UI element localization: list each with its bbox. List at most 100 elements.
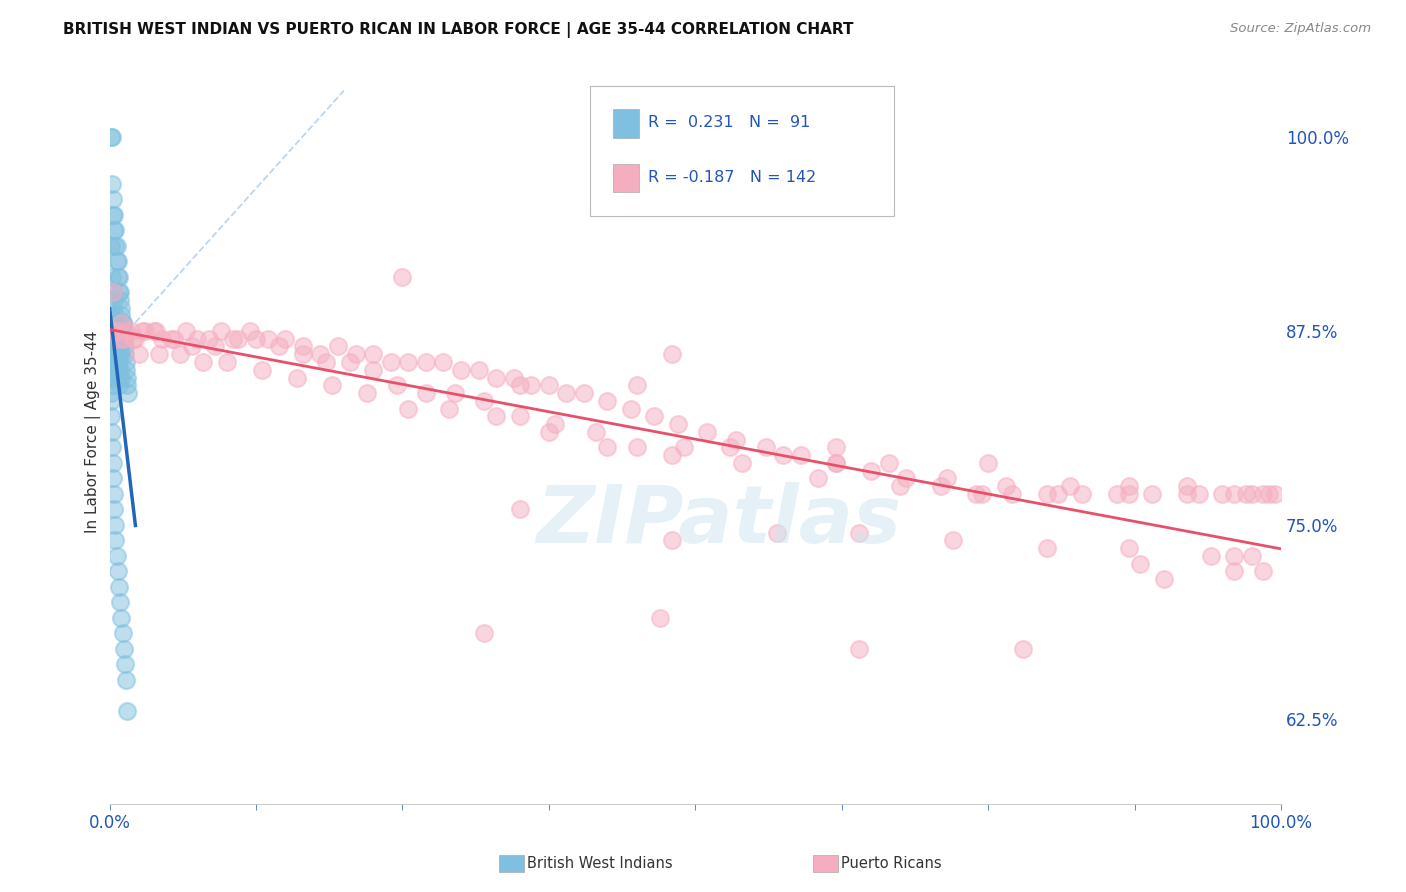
Point [180, 339, 202, 353]
Point [100, 238, 122, 252]
Point [361, 347, 384, 361]
Point [1240, 487, 1263, 501]
Point [107, 254, 129, 268]
Point [1234, 487, 1257, 501]
Point [1140, 487, 1163, 501]
Point [150, 332, 173, 346]
Text: R =  0.231   N =  91: R = 0.231 N = 91 [648, 115, 811, 130]
Point [101, 425, 124, 439]
Point [1258, 487, 1281, 501]
Point [877, 456, 900, 470]
Point [108, 580, 131, 594]
Point [444, 386, 467, 401]
Point [936, 471, 959, 485]
Point [112, 641, 135, 656]
Point [596, 440, 619, 454]
Point [169, 347, 191, 361]
Point [186, 332, 208, 346]
Point [215, 355, 238, 369]
Point [1012, 641, 1035, 656]
Point [766, 525, 789, 540]
Point [661, 533, 683, 548]
Point [467, 363, 489, 377]
Point [643, 409, 665, 424]
Point [1175, 487, 1198, 501]
Point [103, 502, 125, 516]
Point [108, 269, 131, 284]
Point [111, 316, 134, 330]
Point [361, 363, 384, 377]
Point [108, 355, 131, 369]
Point [112, 332, 135, 346]
Point [105, 316, 128, 330]
Point [696, 425, 718, 439]
Point [1264, 487, 1286, 501]
Point [193, 355, 215, 369]
Point [159, 332, 181, 346]
Point [315, 355, 337, 369]
Point [101, 378, 124, 392]
Point [101, 363, 124, 377]
Point [100, 355, 122, 369]
Text: R = -0.187   N = 142: R = -0.187 N = 142 [648, 169, 817, 185]
Point [994, 479, 1017, 493]
Point [509, 378, 531, 392]
Point [1000, 487, 1022, 501]
Text: British West Indians: British West Indians [527, 856, 673, 871]
Point [110, 316, 132, 330]
Point [396, 355, 419, 369]
Point [148, 347, 170, 361]
Text: ZIPatlas: ZIPatlas [536, 482, 901, 560]
Point [380, 355, 402, 369]
Point [101, 347, 124, 361]
Point [474, 626, 496, 640]
Point [105, 238, 128, 252]
Point [112, 324, 135, 338]
Text: Source: ZipAtlas.com: Source: ZipAtlas.com [1230, 22, 1371, 36]
Point [321, 378, 343, 392]
Point [274, 332, 297, 346]
Point [120, 324, 142, 338]
Point [110, 301, 132, 315]
Point [104, 223, 127, 237]
Point [972, 487, 994, 501]
Point [174, 324, 197, 338]
Point [101, 309, 124, 323]
Point [239, 324, 262, 338]
Point [114, 347, 136, 361]
Point [269, 339, 291, 353]
Point [250, 363, 273, 377]
Point [108, 595, 131, 609]
Point [228, 332, 250, 346]
Point [103, 355, 125, 369]
Point [824, 440, 846, 454]
Point [432, 355, 454, 369]
Point [143, 324, 166, 338]
Point [1035, 487, 1057, 501]
FancyBboxPatch shape [591, 86, 894, 216]
Point [1070, 487, 1092, 501]
Point [1188, 487, 1211, 501]
Point [339, 355, 361, 369]
Point [1118, 479, 1140, 493]
Point [245, 332, 267, 346]
Point [942, 533, 965, 548]
Point [537, 425, 560, 439]
Point [108, 285, 131, 300]
Point [1035, 541, 1057, 555]
Point [101, 440, 124, 454]
Point [131, 324, 153, 338]
Point [415, 355, 437, 369]
Point [326, 339, 349, 353]
Point [108, 293, 131, 307]
Point [291, 339, 314, 353]
Point [1118, 487, 1140, 501]
Point [894, 471, 917, 485]
Point [115, 370, 138, 384]
Text: Puerto Ricans: Puerto Ricans [841, 856, 942, 871]
Point [110, 611, 132, 625]
Point [104, 332, 127, 346]
Point [107, 370, 129, 384]
Point [626, 378, 648, 392]
Point [107, 565, 129, 579]
